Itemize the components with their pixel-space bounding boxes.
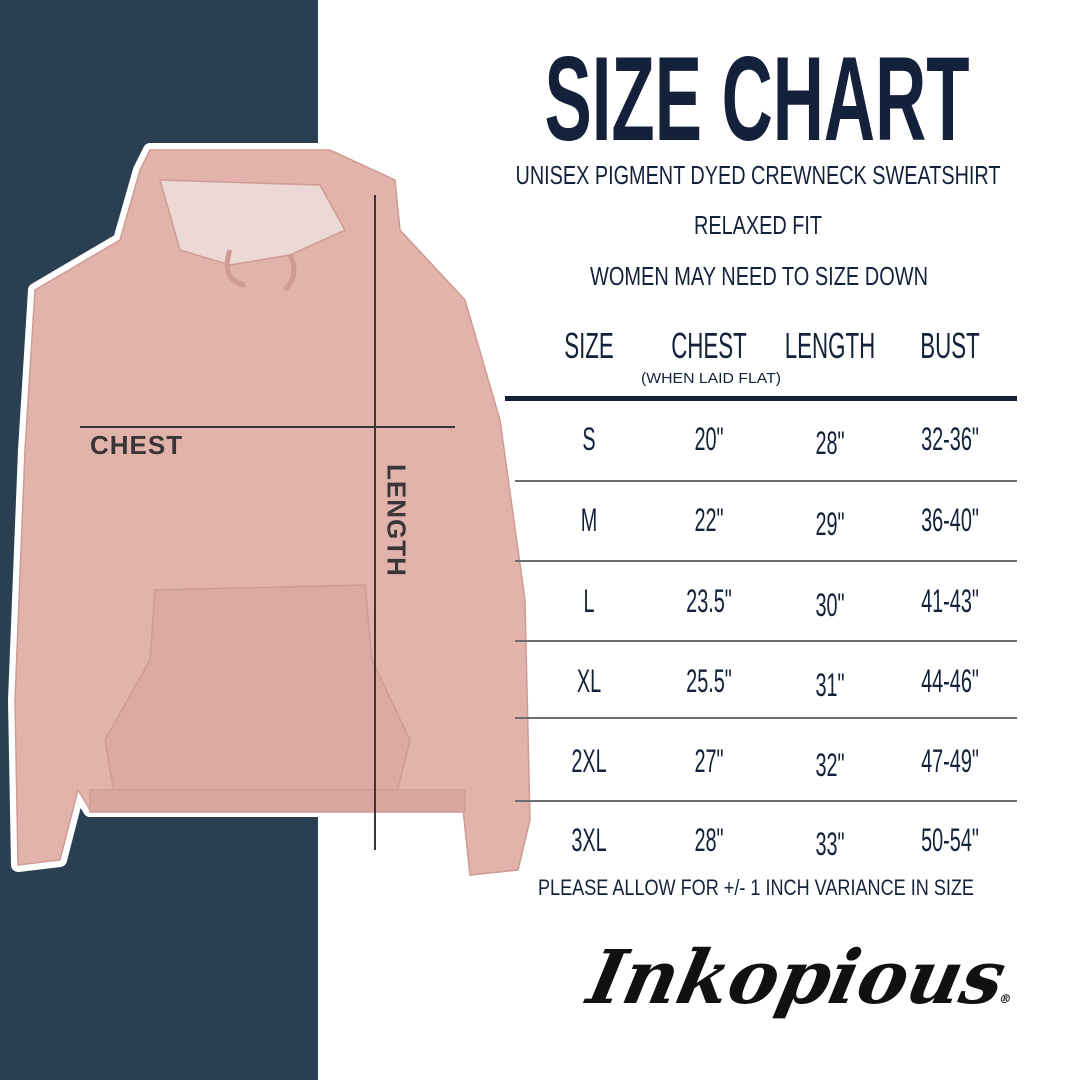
cell-bust: 47-49" [921,743,979,779]
cell-bust: 50-54" [921,822,979,858]
cell-chest: 27" [694,743,723,779]
sizing-advice: WOMEN MAY NEED TO SIZE DOWN [590,261,928,291]
page-title: SIZE CHART [545,32,970,166]
cell-chest: 20" [694,421,723,457]
size-table: S 20" 28" 32-36" M 22" 29" 36-40" L 23.5" 30" 41-43… [571,421,979,862]
cell-length: 32" [815,747,844,783]
header-bust: BUST [920,325,980,366]
row-divider [515,717,1017,719]
cell-size: L [584,583,595,619]
cell-bust: 44-46" [921,663,979,699]
cell-bust: 36-40" [921,502,979,538]
row-divider [515,640,1017,642]
row-divider [515,560,1017,562]
cell-size: 3XL [571,822,606,858]
hoodie-image [8,143,537,882]
brand-logo: Inkopious® [580,935,1013,1021]
cell-size: 2XL [571,743,606,779]
row-divider [515,480,1017,482]
cell-size: XL [577,663,601,699]
header-size: SIZE [564,325,614,366]
cell-length: 30" [815,587,844,623]
cell-length: 28" [815,425,844,461]
cell-bust: 41-43" [921,583,979,619]
header-length: LENGTH [785,325,876,366]
chest-label: CHEST [90,430,184,460]
cell-chest: 28" [694,822,723,858]
cell-chest: 25.5" [686,663,732,699]
cell-length: 31" [815,667,844,703]
header-divider [505,396,1017,401]
cell-size: S [582,421,595,457]
cell-chest: 23.5" [686,583,732,619]
cell-size: M [581,502,598,538]
cell-chest: 22" [694,502,723,538]
product-subtitle: UNISEX PIGMENT DYED CREWNECK SWEATSHIRT [516,160,1001,190]
cell-bust: 32-36" [921,421,979,457]
variance-note: PLEASE ALLOW FOR +/- 1 INCH VARIANCE IN … [538,875,974,900]
chest-note: (WHEN LAID FLAT) [641,370,781,387]
cell-length: 33" [815,826,844,862]
cell-length: 29" [815,506,844,542]
row-divider [515,800,1017,802]
header-chest: CHEST [671,325,747,366]
fit-text: RELAXED FIT [694,210,822,240]
